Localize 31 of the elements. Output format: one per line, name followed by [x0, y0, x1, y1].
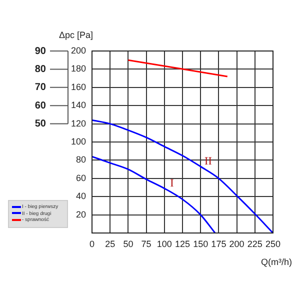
y-tick-label: 140	[70, 100, 86, 110]
y2-tick-label: 90	[34, 46, 46, 57]
line-series	[92, 119, 273, 233]
y-tick-label: 160	[70, 82, 86, 92]
x-tick-label: 100	[156, 238, 172, 249]
x-tick-label: 250	[265, 238, 281, 249]
x-tick-label: 225	[247, 238, 262, 249]
x-tick-label: 125	[174, 238, 190, 249]
y-tick-label: 120	[70, 118, 86, 128]
y-tick-label: 180	[70, 64, 86, 74]
x-tick-label: 0	[89, 238, 95, 249]
y-tick-label: 100	[70, 136, 86, 146]
y-tick-label: 60	[76, 172, 86, 183]
y-tick-label: 200	[70, 45, 86, 56]
x-tick-label: 50	[123, 238, 134, 249]
y-axis-title: Δpc [Pa]	[58, 30, 94, 40]
x-axis-title: Q(m³/h)	[261, 256, 292, 267]
y-tick-label: 40	[76, 191, 86, 202]
y2-tick-label: 80	[34, 64, 46, 75]
x-tick-label: 75	[141, 238, 152, 249]
x-tick-label: 175	[211, 238, 226, 249]
annotation: I	[170, 178, 174, 190]
x-tick-label: 200	[229, 238, 244, 249]
y2-tick-label: 50	[34, 118, 46, 130]
y2-tick-label: 60	[34, 100, 46, 112]
line-series	[92, 156, 216, 233]
y-tick-label: 80	[76, 154, 86, 165]
x-tick-label: 150	[193, 238, 208, 249]
y-tick-label: 20	[76, 209, 86, 220]
y2-tick-label: 70	[34, 82, 46, 94]
x-tick-label: 25	[105, 238, 116, 249]
